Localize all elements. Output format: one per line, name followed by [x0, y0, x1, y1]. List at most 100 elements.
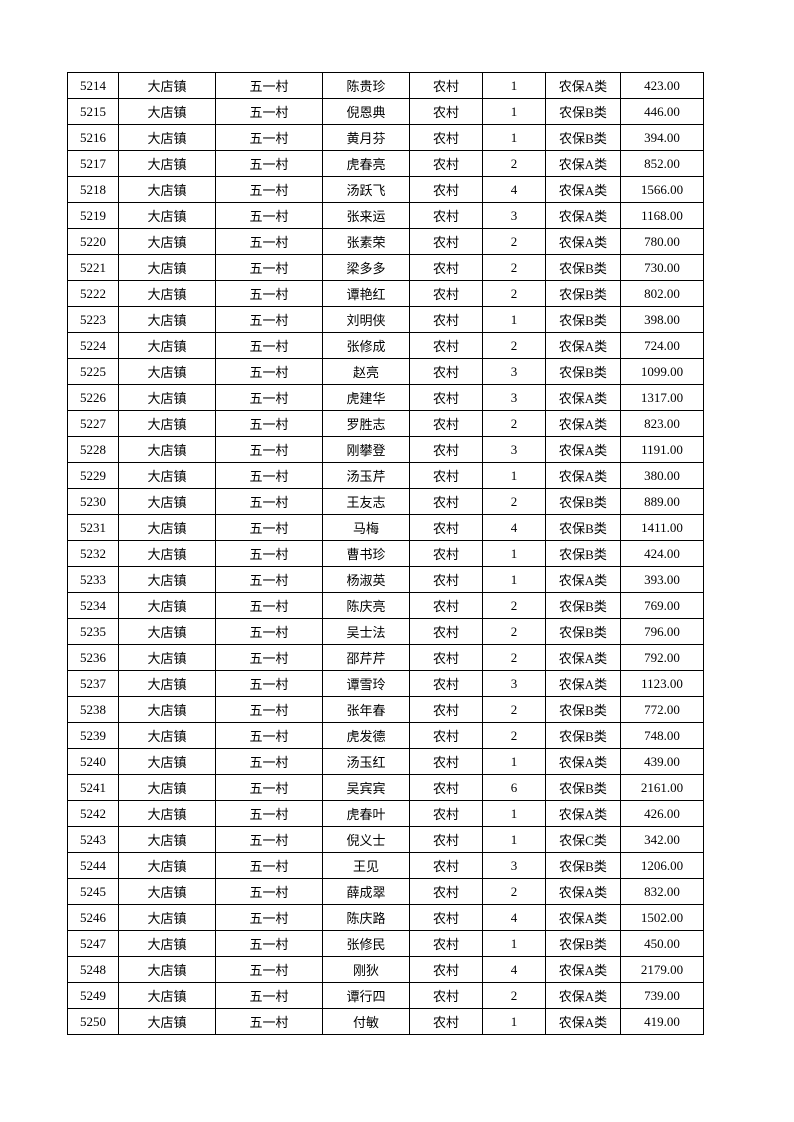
- row-id: 5226: [67, 384, 119, 411]
- insurance-category: 农保A类: [545, 150, 621, 177]
- village: 五一村: [215, 436, 323, 463]
- town: 大店镇: [118, 852, 216, 879]
- row-id: 5244: [67, 852, 119, 879]
- person-name: 刚狄: [322, 956, 410, 983]
- insurance-category: 农保A类: [545, 228, 621, 255]
- person-name: 谭艳红: [322, 280, 410, 307]
- member-count: 1: [482, 566, 546, 593]
- table-row: 5221 大店镇 五一村 梁多多 农村 2 农保B类 730.00: [67, 254, 704, 281]
- person-name: 倪恩典: [322, 98, 410, 125]
- household-type: 农村: [409, 852, 483, 879]
- row-id: 5239: [67, 722, 119, 749]
- table-row: 5218 大店镇 五一村 汤跃飞 农村 4 农保A类 1566.00: [67, 176, 704, 203]
- village: 五一村: [215, 904, 323, 931]
- village: 五一村: [215, 592, 323, 619]
- member-count: 2: [482, 254, 546, 281]
- person-name: 张修民: [322, 930, 410, 957]
- amount: 423.00: [620, 72, 704, 99]
- amount: 2161.00: [620, 774, 704, 801]
- village: 五一村: [215, 930, 323, 957]
- insurance-category: 农保A类: [545, 436, 621, 463]
- insurance-category: 农保B类: [545, 540, 621, 567]
- amount: 832.00: [620, 878, 704, 905]
- row-id: 5223: [67, 306, 119, 333]
- household-type: 农村: [409, 306, 483, 333]
- table-row: 5246 大店镇 五一村 陈庆路 农村 4 农保A类 1502.00: [67, 904, 704, 931]
- amount: 724.00: [620, 332, 704, 359]
- village: 五一村: [215, 488, 323, 515]
- member-count: 2: [482, 332, 546, 359]
- town: 大店镇: [118, 228, 216, 255]
- person-name: 虎春叶: [322, 800, 410, 827]
- table-row: 5237 大店镇 五一村 谭雪玲 农村 3 农保A类 1123.00: [67, 670, 704, 697]
- person-name: 黄月芬: [322, 124, 410, 151]
- member-count: 2: [482, 696, 546, 723]
- household-type: 农村: [409, 904, 483, 931]
- amount: 393.00: [620, 566, 704, 593]
- person-name: 梁多多: [322, 254, 410, 281]
- table-row: 5229 大店镇 五一村 汤玉芹 农村 1 农保A类 380.00: [67, 462, 704, 489]
- household-type: 农村: [409, 150, 483, 177]
- member-count: 2: [482, 592, 546, 619]
- household-type: 农村: [409, 436, 483, 463]
- town: 大店镇: [118, 592, 216, 619]
- member-count: 6: [482, 774, 546, 801]
- household-type: 农村: [409, 124, 483, 151]
- member-count: 3: [482, 202, 546, 229]
- amount: 730.00: [620, 254, 704, 281]
- household-type: 农村: [409, 956, 483, 983]
- person-name: 杨淑英: [322, 566, 410, 593]
- row-id: 5233: [67, 566, 119, 593]
- household-type: 农村: [409, 826, 483, 853]
- town: 大店镇: [118, 254, 216, 281]
- insurance-category: 农保A类: [545, 670, 621, 697]
- town: 大店镇: [118, 176, 216, 203]
- town: 大店镇: [118, 332, 216, 359]
- table-row: 5222 大店镇 五一村 谭艳红 农村 2 农保B类 802.00: [67, 280, 704, 307]
- village: 五一村: [215, 878, 323, 905]
- amount: 1502.00: [620, 904, 704, 931]
- member-count: 2: [482, 982, 546, 1009]
- village: 五一村: [215, 202, 323, 229]
- amount: 342.00: [620, 826, 704, 853]
- amount: 748.00: [620, 722, 704, 749]
- village: 五一村: [215, 462, 323, 489]
- table-row: 5217 大店镇 五一村 虎春亮 农村 2 农保A类 852.00: [67, 150, 704, 177]
- person-name: 陈庆亮: [322, 592, 410, 619]
- village: 五一村: [215, 358, 323, 385]
- amount: 889.00: [620, 488, 704, 515]
- town: 大店镇: [118, 826, 216, 853]
- amount: 1191.00: [620, 436, 704, 463]
- village: 五一村: [215, 98, 323, 125]
- village: 五一村: [215, 696, 323, 723]
- row-id: 5219: [67, 202, 119, 229]
- insurance-category: 农保B类: [545, 124, 621, 151]
- household-type: 农村: [409, 982, 483, 1009]
- member-count: 1: [482, 1008, 546, 1035]
- member-count: 2: [482, 488, 546, 515]
- table-row: 5228 大店镇 五一村 刚攀登 农村 3 农保A类 1191.00: [67, 436, 704, 463]
- table-row: 5244 大店镇 五一村 王见 农村 3 农保B类 1206.00: [67, 852, 704, 879]
- insurance-category: 农保A类: [545, 748, 621, 775]
- amount: 772.00: [620, 696, 704, 723]
- village: 五一村: [215, 982, 323, 1009]
- member-count: 2: [482, 878, 546, 905]
- table-row: 5245 大店镇 五一村 薛成翠 农村 2 农保A类 832.00: [67, 878, 704, 905]
- member-count: 2: [482, 618, 546, 645]
- person-name: 汤玉芹: [322, 462, 410, 489]
- amount: 1566.00: [620, 176, 704, 203]
- row-id: 5215: [67, 98, 119, 125]
- member-count: 4: [482, 176, 546, 203]
- table-row: 5236 大店镇 五一村 邵芹芹 农村 2 农保A类 792.00: [67, 644, 704, 671]
- table-row: 5247 大店镇 五一村 张修民 农村 1 农保B类 450.00: [67, 930, 704, 957]
- insurance-category: 农保B类: [545, 306, 621, 333]
- row-id: 5236: [67, 644, 119, 671]
- household-type: 农村: [409, 358, 483, 385]
- person-name: 张修成: [322, 332, 410, 359]
- row-id: 5241: [67, 774, 119, 801]
- person-name: 邵芹芹: [322, 644, 410, 671]
- row-id: 5229: [67, 462, 119, 489]
- row-id: 5246: [67, 904, 119, 931]
- table-row: 5230 大店镇 五一村 王友志 农村 2 农保B类 889.00: [67, 488, 704, 515]
- town: 大店镇: [118, 98, 216, 125]
